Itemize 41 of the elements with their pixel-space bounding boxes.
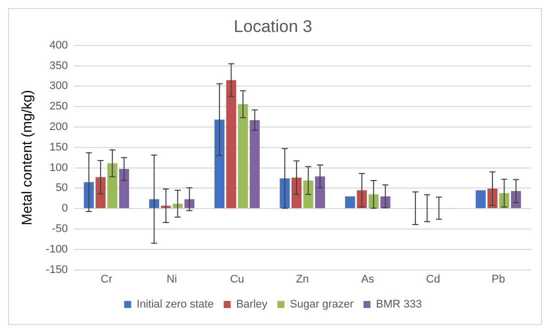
y-tick-label: 0	[62, 202, 68, 215]
bar	[84, 182, 94, 208]
bar	[96, 177, 106, 208]
bar	[172, 204, 183, 208]
x-tick-label: Pb	[492, 273, 506, 286]
y-tick-label: 50	[56, 182, 68, 194]
y-axis-title: Metal content (mg/kg)	[18, 90, 34, 226]
bar	[315, 176, 326, 208]
y-tick-label: -150	[46, 264, 68, 276]
bar	[107, 163, 118, 208]
legend-label: Sugar grazer	[290, 298, 354, 311]
bar	[303, 180, 314, 208]
y-tick-label: 150	[49, 141, 68, 154]
bar	[250, 120, 260, 208]
x-tick-label: Cd	[426, 273, 440, 286]
y-tick-label: 350	[49, 60, 68, 72]
x-tick-label: Ni	[166, 273, 177, 286]
y-tick-label: 400	[49, 39, 68, 52]
bar	[119, 169, 130, 208]
x-tick-label: As	[361, 273, 375, 286]
chart-title: Location 3	[234, 16, 312, 36]
y-tick-label: 300	[49, 80, 68, 92]
legend-label: BMR 333	[376, 298, 422, 311]
bar	[345, 196, 356, 208]
bar	[184, 199, 194, 208]
y-tick-label: 100	[49, 162, 68, 174]
legend-label: Initial zero state	[136, 298, 214, 311]
x-tick-label: Cu	[230, 273, 244, 286]
bar	[226, 80, 236, 208]
x-tick-label: Zn	[296, 273, 309, 286]
y-tick-label: -50	[52, 223, 68, 236]
x-tick-label: Cr	[100, 273, 113, 286]
bar	[476, 190, 486, 208]
y-tick-label: 250	[49, 100, 68, 113]
bar	[149, 199, 160, 208]
bar	[292, 178, 302, 208]
bar	[238, 104, 248, 208]
bar	[214, 120, 224, 208]
legend-label: Barley	[236, 298, 268, 311]
y-tick-label: 200	[49, 121, 68, 134]
y-tick-label: -100	[46, 243, 68, 256]
